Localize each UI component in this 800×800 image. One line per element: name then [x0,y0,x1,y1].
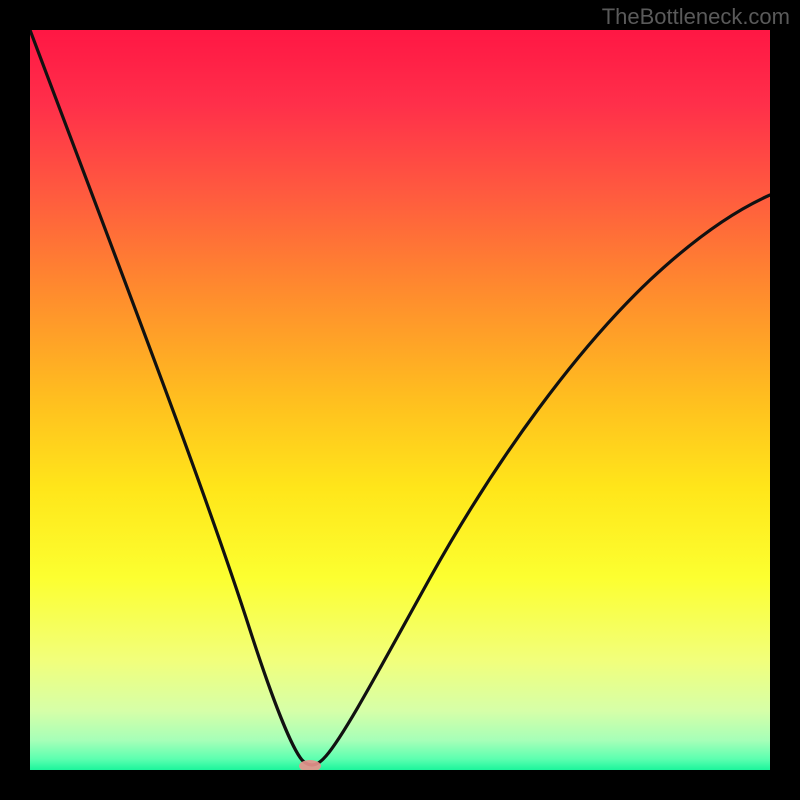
chart-frame: TheBottleneck.com [0,0,800,800]
watermark-text: TheBottleneck.com [602,4,790,30]
plot-area [30,30,770,770]
chart-svg [30,30,770,770]
chart-background [30,30,770,770]
